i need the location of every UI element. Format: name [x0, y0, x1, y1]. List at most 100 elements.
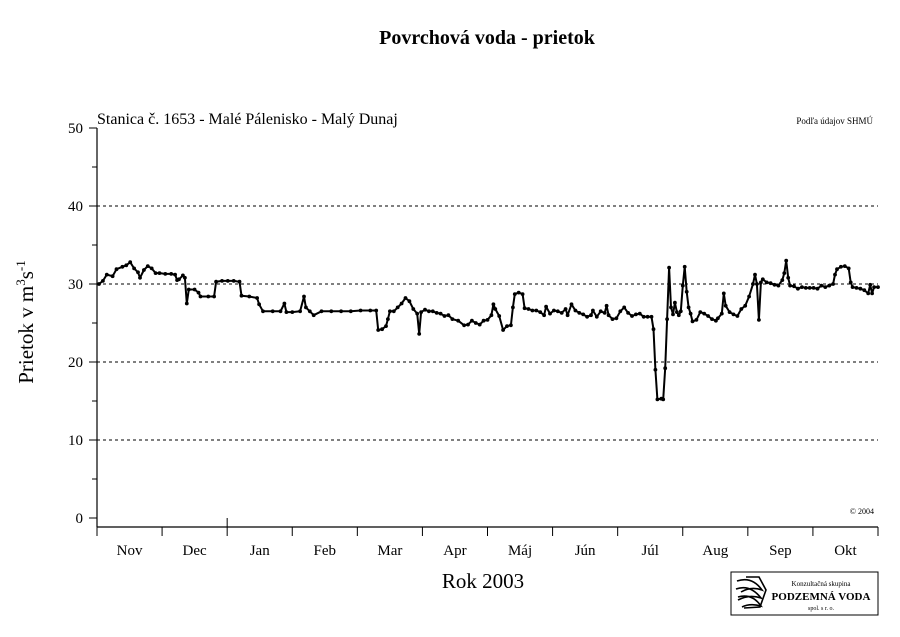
data-point [721, 291, 726, 296]
month-label: Júl [641, 543, 659, 559]
data-point [694, 318, 699, 322]
y-ticks: 0 10 20 30 40 50 [68, 121, 97, 527]
data-point [618, 309, 623, 314]
data-point [542, 313, 546, 318]
data-point [667, 265, 671, 270]
month-label: Dec [183, 543, 207, 559]
data-point [261, 309, 265, 314]
source-note: Podľa údajov SHMÚ [796, 116, 873, 126]
data-point [214, 279, 219, 284]
data-point [526, 307, 531, 311]
data-point [706, 314, 710, 318]
data-point [407, 299, 412, 304]
data-point [786, 275, 791, 280]
y-tick-label: 10 [68, 433, 83, 449]
data-point [530, 308, 535, 313]
data-point [142, 268, 146, 272]
data-point [645, 314, 650, 319]
data-point [581, 312, 586, 317]
y-tick-label: 20 [68, 355, 83, 371]
data-point [516, 290, 521, 295]
data-point [723, 303, 728, 308]
data-point [173, 272, 178, 277]
data-point [747, 294, 751, 299]
data-point [671, 312, 675, 317]
data-point [719, 311, 724, 316]
data-point [690, 319, 695, 324]
month-label: Feb [314, 543, 337, 559]
data-point [282, 301, 287, 306]
data-point [594, 314, 599, 319]
copyright-note: © 2004 [850, 507, 874, 516]
data-point [145, 264, 150, 268]
data-point [764, 280, 769, 285]
data-point [104, 272, 109, 277]
data-point [184, 301, 189, 306]
data-point [417, 332, 422, 336]
data-point [591, 308, 595, 313]
station-subtitle: Stanica č. 1653 - Malé Pálenisko - Malý … [97, 111, 398, 128]
data-point [298, 309, 302, 314]
data-point [101, 279, 105, 283]
month-label: Nov [117, 543, 143, 559]
data-point [842, 264, 847, 268]
y-tick-label: 0 [76, 511, 84, 527]
month-label: Aug [702, 543, 728, 559]
data-point [307, 309, 312, 314]
data-point [669, 305, 673, 310]
data-point [768, 281, 773, 286]
data-point [132, 266, 137, 271]
data-point [544, 304, 548, 309]
data-point [772, 282, 777, 287]
data-point [358, 308, 363, 313]
data-point [702, 311, 707, 316]
data-point [792, 284, 796, 289]
data-point [862, 288, 867, 293]
data-point [835, 267, 839, 272]
data-point [509, 323, 513, 328]
logo-line-3: spol. s r. o. [808, 606, 835, 612]
data-point [446, 313, 451, 318]
y-axis-label-sup2: -1 [13, 260, 28, 271]
data-point [876, 285, 880, 289]
data-point [735, 314, 740, 318]
data-point [637, 311, 642, 316]
data-point [606, 313, 611, 318]
data-point [319, 309, 324, 314]
data-point [755, 282, 759, 286]
data-point [97, 282, 101, 286]
data-point [153, 271, 158, 275]
data-point [415, 311, 420, 316]
logo-emblem-icon [735, 576, 767, 609]
data-point [163, 272, 168, 276]
data-point [192, 287, 197, 292]
data-point [784, 258, 789, 263]
data-point [247, 294, 252, 299]
month-label: Jan [250, 543, 270, 559]
y-tick-label: 40 [68, 199, 83, 215]
data-point [759, 280, 763, 285]
data-point [493, 307, 498, 311]
data-point [870, 291, 874, 296]
data-point [565, 313, 570, 318]
data-point [848, 280, 853, 285]
data-point [419, 310, 423, 314]
data-point [796, 286, 800, 291]
data-point [278, 309, 283, 314]
data-point [481, 318, 486, 323]
data-point [858, 286, 863, 291]
data-point [868, 282, 873, 287]
data-point [456, 318, 461, 323]
x-axis-label: Rok 2003 [442, 569, 524, 593]
company-logo: Konzultačná skupina PODZEMNÁ VODA spol. … [730, 571, 879, 616]
y-tick-label: 30 [68, 277, 83, 293]
data-point [626, 311, 630, 315]
data-point [149, 266, 154, 271]
data-point [339, 309, 343, 314]
data-point [651, 327, 656, 332]
data-point [196, 290, 201, 295]
data-point [466, 322, 470, 327]
data-point [120, 264, 125, 269]
grid-lines [97, 205, 878, 441]
data-point [270, 309, 275, 314]
